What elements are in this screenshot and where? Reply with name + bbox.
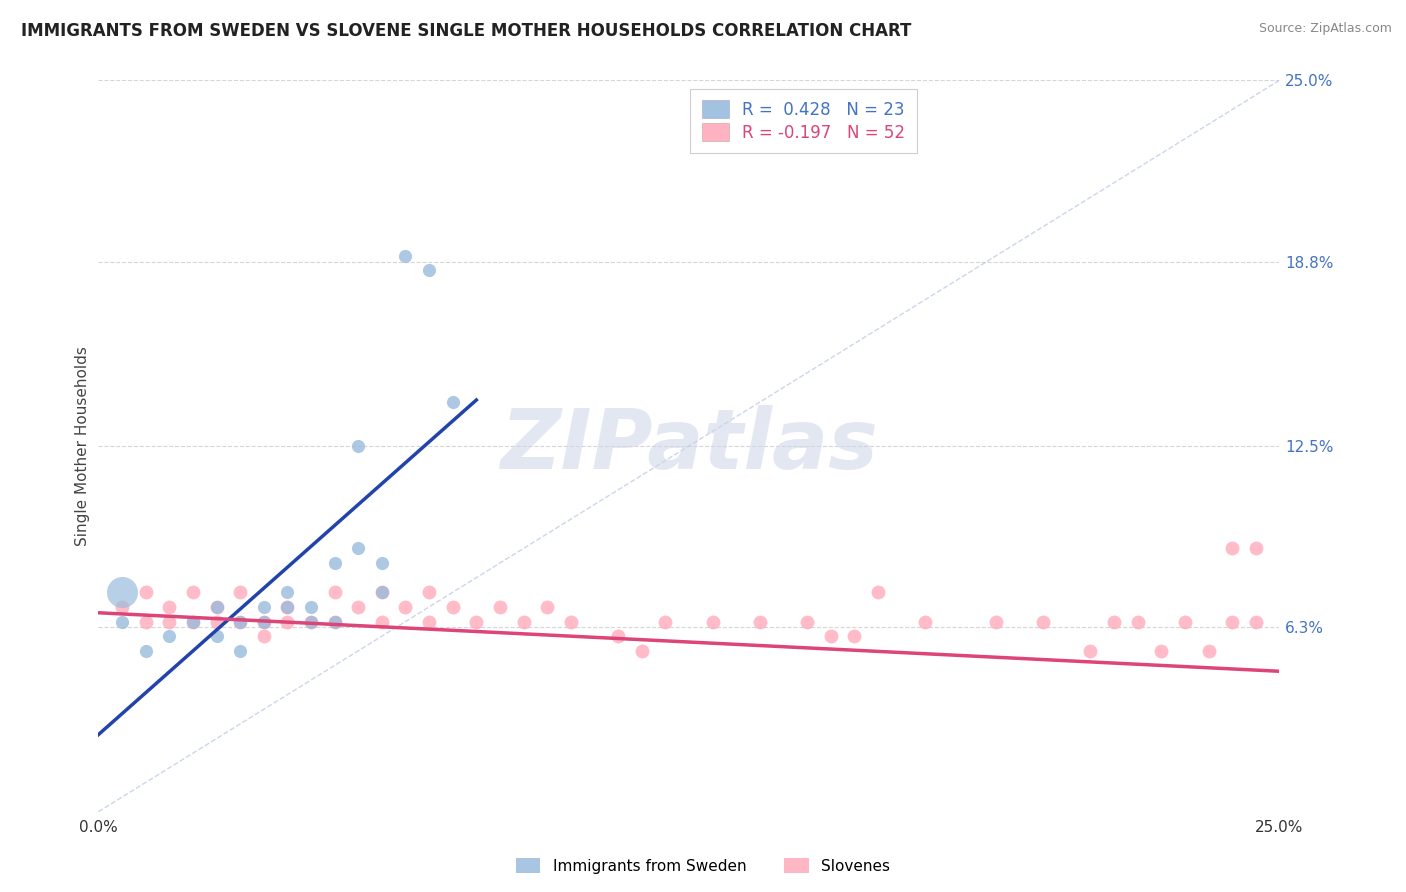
Point (748, 615, 770, 629)
Point (914, 615, 936, 629)
Point (347, 599, 370, 614)
Point (1080, 644, 1102, 658)
Point (229, 644, 252, 658)
Point (371, 585, 394, 599)
Point (560, 615, 582, 629)
Point (465, 615, 488, 629)
Point (1150, 644, 1173, 658)
Point (347, 541, 370, 556)
Point (229, 615, 252, 629)
Point (135, 585, 157, 599)
Point (205, 615, 228, 629)
Point (866, 585, 889, 599)
Point (299, 615, 322, 629)
Point (229, 615, 252, 629)
Point (371, 615, 394, 629)
Point (844, 629, 866, 643)
Point (1220, 541, 1243, 556)
Point (394, 249, 416, 263)
Point (135, 615, 157, 629)
Point (253, 615, 276, 629)
Point (276, 599, 298, 614)
Point (1244, 615, 1267, 629)
Point (229, 585, 252, 599)
Point (984, 615, 1007, 629)
Point (181, 615, 204, 629)
Point (489, 599, 512, 614)
Point (1102, 615, 1125, 629)
Point (253, 629, 276, 643)
Point (1198, 644, 1220, 658)
Point (205, 599, 228, 614)
Point (157, 629, 180, 643)
Point (276, 585, 298, 599)
Point (441, 599, 464, 614)
Point (253, 615, 276, 629)
Y-axis label: Single Mother Households: Single Mother Households (75, 346, 90, 546)
Point (111, 585, 134, 599)
Point (205, 629, 228, 643)
Point (607, 629, 630, 643)
Point (323, 585, 346, 599)
Point (299, 615, 322, 629)
Point (111, 599, 134, 614)
Text: IMMIGRANTS FROM SWEDEN VS SLOVENE SINGLE MOTHER HOUSEHOLDS CORRELATION CHART: IMMIGRANTS FROM SWEDEN VS SLOVENE SINGLE… (21, 22, 911, 40)
Point (702, 615, 724, 629)
Point (1032, 615, 1054, 629)
Point (323, 615, 346, 629)
Point (276, 615, 298, 629)
Point (323, 615, 346, 629)
Point (157, 615, 180, 629)
Point (323, 556, 346, 570)
Point (441, 395, 464, 409)
Point (1174, 615, 1197, 629)
Point (1220, 615, 1243, 629)
Point (654, 615, 676, 629)
Point (536, 599, 558, 614)
Point (796, 615, 818, 629)
Point (135, 644, 157, 658)
Point (371, 556, 394, 570)
Point (418, 263, 440, 277)
Point (253, 599, 276, 614)
Point (299, 599, 322, 614)
Point (1244, 541, 1267, 556)
Point (157, 599, 180, 614)
Point (276, 599, 298, 614)
Point (820, 629, 842, 643)
Legend: Immigrants from Sweden, Slovenes: Immigrants from Sweden, Slovenes (510, 852, 896, 880)
Point (394, 599, 416, 614)
Point (111, 615, 134, 629)
Legend: R =  0.428   N = 23, R = -0.197   N = 52: R = 0.428 N = 23, R = -0.197 N = 52 (690, 88, 917, 153)
Point (371, 585, 394, 599)
Text: Source: ZipAtlas.com: Source: ZipAtlas.com (1258, 22, 1392, 36)
Text: ZIPatlas: ZIPatlas (501, 406, 877, 486)
Point (181, 585, 204, 599)
Point (512, 615, 534, 629)
Point (205, 599, 228, 614)
Point (181, 615, 204, 629)
Point (347, 439, 370, 453)
Point (418, 615, 440, 629)
Point (1126, 615, 1149, 629)
Point (630, 644, 652, 658)
Point (418, 585, 440, 599)
